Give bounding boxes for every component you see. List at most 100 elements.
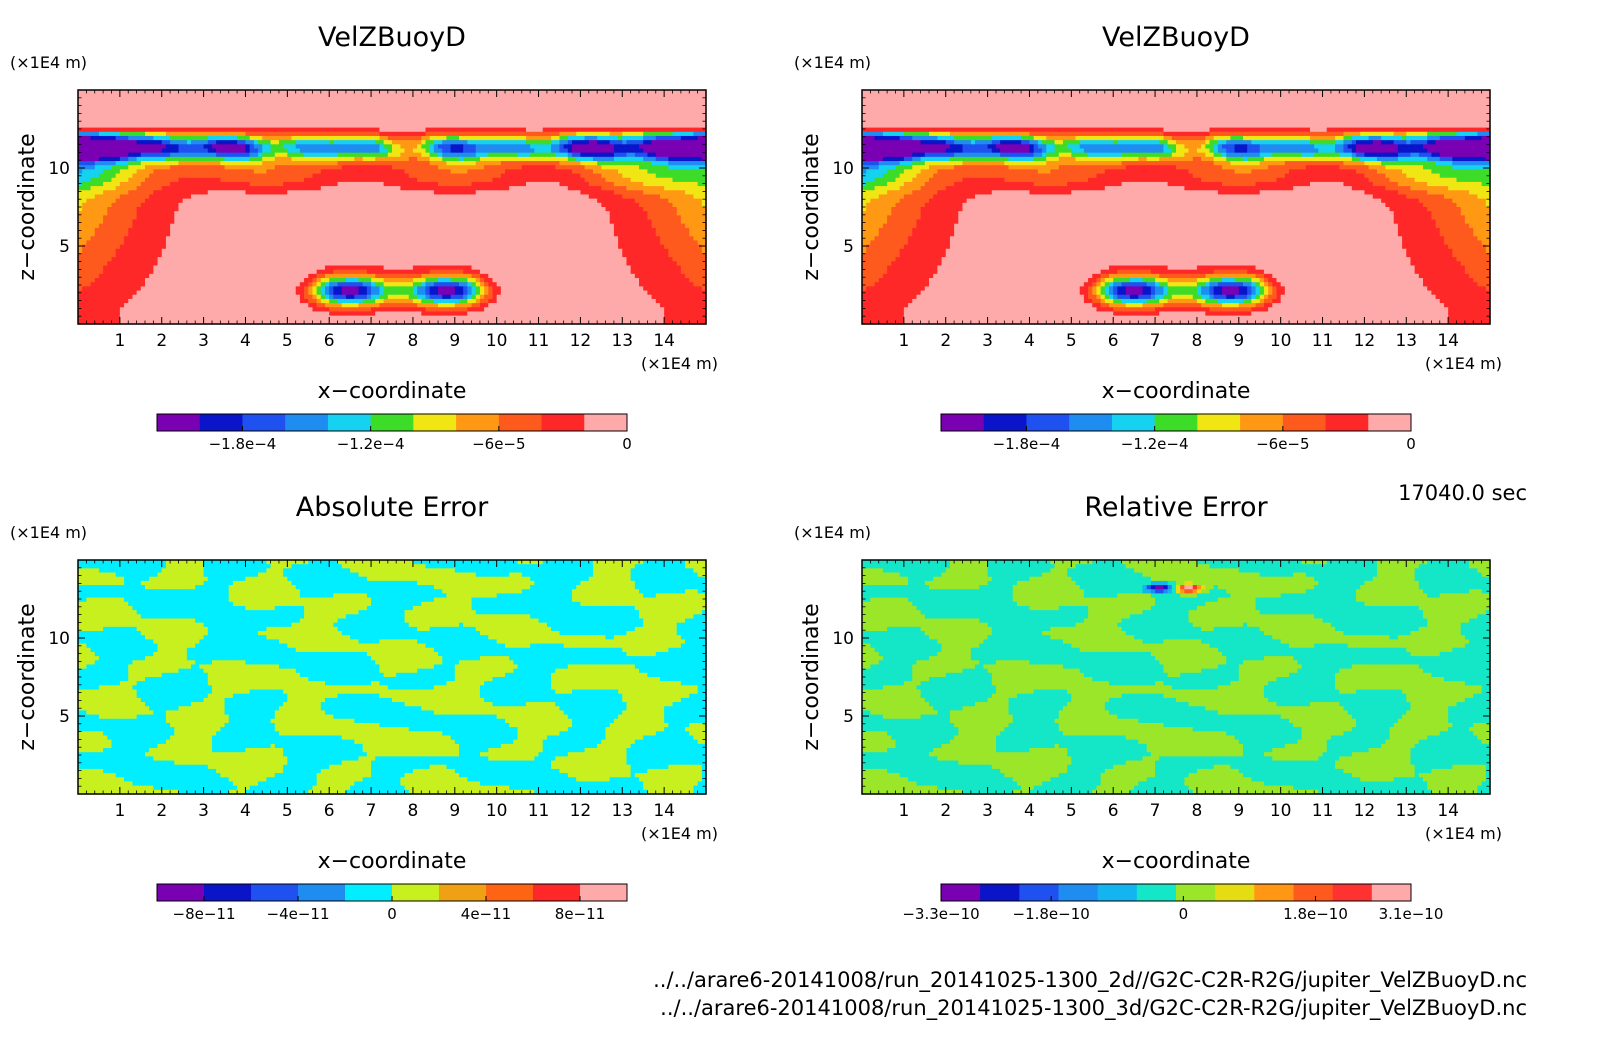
field-cell xyxy=(195,94,200,99)
field-cell xyxy=(271,115,276,120)
field-cell xyxy=(367,111,372,116)
field-cell xyxy=(183,98,188,103)
field-cell xyxy=(438,107,443,112)
field-cell xyxy=(91,123,96,128)
field-cell xyxy=(321,119,326,124)
field-cell xyxy=(187,94,192,99)
field-cell xyxy=(635,107,640,112)
field-cell xyxy=(656,98,661,103)
field-cell xyxy=(279,94,284,99)
field-cell xyxy=(551,123,556,128)
field-cell xyxy=(329,98,334,103)
field-cell xyxy=(530,98,535,103)
field-cell xyxy=(258,107,263,112)
field-cell xyxy=(103,107,108,112)
field-cell xyxy=(392,98,397,103)
field-cell xyxy=(455,98,460,103)
field-cell xyxy=(698,111,703,116)
field-cell xyxy=(626,107,631,112)
field-cell xyxy=(178,119,183,124)
field-cell xyxy=(359,94,364,99)
field-cell xyxy=(371,123,376,128)
field-cell xyxy=(434,119,439,124)
field-cell xyxy=(178,123,183,128)
field-cell xyxy=(547,98,552,103)
field-cell xyxy=(639,94,644,99)
field-cell xyxy=(208,94,213,99)
figure: VelZBuoyD (×1E4 m) (×1E4 m) x−coordinate z−c… xyxy=(0,0,1604,1054)
field-cell xyxy=(405,94,410,99)
field-cell xyxy=(137,115,142,120)
field-cell xyxy=(413,107,418,112)
field-cell xyxy=(287,98,292,103)
field-raster xyxy=(78,90,707,325)
field-cell xyxy=(660,111,665,116)
field-cell xyxy=(467,98,472,103)
field-cell xyxy=(258,115,263,120)
field-cell xyxy=(158,107,163,112)
field-cell xyxy=(484,103,489,108)
field-cell xyxy=(208,111,213,116)
field-cell xyxy=(254,103,259,108)
field-cell xyxy=(283,107,288,112)
field-cell xyxy=(446,111,451,116)
field-cell xyxy=(220,98,225,103)
field-cell xyxy=(656,107,661,112)
field-cell xyxy=(467,115,472,120)
field-cell xyxy=(325,119,330,124)
field-cell xyxy=(505,115,510,120)
field-cell xyxy=(162,111,167,116)
field-cell xyxy=(409,115,414,120)
field-cell xyxy=(317,98,322,103)
field-cell xyxy=(124,98,129,103)
field-cell xyxy=(262,94,267,99)
field-cell xyxy=(321,94,326,99)
field-cell xyxy=(610,94,615,99)
field-cell xyxy=(434,111,439,116)
field-cell xyxy=(534,119,539,124)
field-cell xyxy=(442,111,447,116)
field-cell xyxy=(325,123,330,128)
field-cell xyxy=(375,94,380,99)
field-cell xyxy=(396,119,401,124)
field-cell xyxy=(153,123,158,128)
field-cell xyxy=(363,107,368,112)
field-cell xyxy=(338,107,343,112)
field-cell xyxy=(622,98,627,103)
field-cell xyxy=(673,98,678,103)
field-cell xyxy=(622,115,627,120)
field-cell xyxy=(501,98,506,103)
field-cell xyxy=(681,98,686,103)
field-cell xyxy=(308,111,313,116)
field-cell xyxy=(677,107,682,112)
field-cell xyxy=(279,123,284,128)
field-cell xyxy=(99,107,104,112)
field-cell xyxy=(484,123,489,128)
field-cell xyxy=(656,94,661,99)
field-cell xyxy=(668,115,673,120)
field-cell xyxy=(292,119,297,124)
field-cell xyxy=(576,107,581,112)
field-cell xyxy=(392,107,397,112)
field-cell xyxy=(626,103,631,108)
field-cell xyxy=(526,115,531,120)
field-cell xyxy=(417,94,422,99)
field-cell xyxy=(371,107,376,112)
field-cell xyxy=(304,107,309,112)
field-cell xyxy=(321,103,326,108)
field-cell xyxy=(275,103,280,108)
field-cell xyxy=(174,115,179,120)
field-cell xyxy=(162,94,167,99)
field-cell xyxy=(375,103,380,108)
field-cell xyxy=(593,98,598,103)
field-cell xyxy=(153,94,158,99)
field-cell xyxy=(501,94,506,99)
field-cell xyxy=(321,123,326,128)
field-cell xyxy=(379,103,384,108)
field-cell xyxy=(137,123,142,128)
field-cell xyxy=(363,94,368,99)
field-cell xyxy=(660,119,665,124)
field-cell xyxy=(413,111,418,116)
field-cell xyxy=(572,107,577,112)
field-cell xyxy=(509,111,514,116)
